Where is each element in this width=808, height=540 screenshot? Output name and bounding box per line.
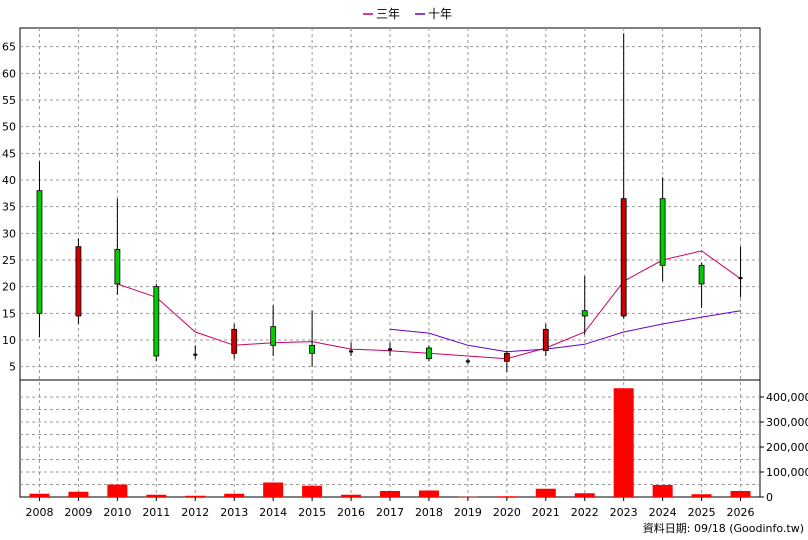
volume-bar <box>730 491 751 497</box>
series-line <box>389 310 741 353</box>
price-tick-label: 35 <box>2 201 16 214</box>
candle-body <box>659 198 666 266</box>
candle-body <box>270 326 277 346</box>
volume-bar <box>613 388 634 497</box>
price-tick-label: 40 <box>2 174 16 187</box>
year-tick-label: 2024 <box>649 506 677 519</box>
year-tick-label: 2009 <box>64 506 92 519</box>
volume-bar <box>302 485 323 497</box>
year-tick-label: 2020 <box>493 506 521 519</box>
candle-body <box>75 246 82 317</box>
volume-bar <box>691 494 712 497</box>
year-tick-label: 2011 <box>142 506 170 519</box>
candle-body <box>738 277 743 280</box>
candle-body <box>36 190 43 314</box>
candle-body <box>193 353 198 356</box>
year-tick-label: 2021 <box>532 506 560 519</box>
volume-bar <box>185 495 206 497</box>
volume-tick-label: 200,000 <box>766 441 808 454</box>
volume-tick-label: 0 <box>766 491 773 504</box>
price-tick-label: 65 <box>2 41 16 54</box>
candle-body <box>503 352 510 362</box>
volume-bar <box>29 493 50 497</box>
volume-bar <box>341 494 362 497</box>
volume-bar <box>146 494 167 497</box>
price-tick-label: 25 <box>2 254 16 267</box>
volume-bar <box>107 484 128 497</box>
candle-body <box>426 347 432 360</box>
year-tick-label: 2016 <box>337 506 365 519</box>
year-tick-label: 2012 <box>181 506 209 519</box>
year-tick-label: 2015 <box>298 506 326 519</box>
year-tick-label: 2018 <box>415 506 443 519</box>
year-tick-label: 2026 <box>727 506 755 519</box>
legend-label: 十年 <box>428 7 452 21</box>
year-tick-label: 2008 <box>25 506 53 519</box>
price-tick-label: 20 <box>2 281 16 294</box>
volume-bar <box>535 488 556 497</box>
candle-body <box>465 360 470 363</box>
volume-bar <box>380 491 400 497</box>
price-tick-label: 60 <box>2 67 16 80</box>
candle-body <box>698 264 705 285</box>
price-tick-label: 30 <box>2 227 16 240</box>
price-tick-label: 5 <box>9 361 16 374</box>
price-tick-label: 45 <box>2 147 16 160</box>
volume-bars <box>29 388 751 498</box>
legend-label: 三年 <box>376 7 400 21</box>
candlesticks <box>36 33 743 372</box>
axes: 51015202530354045505560650100,000200,000… <box>2 41 808 519</box>
year-tick-label: 2023 <box>610 506 638 519</box>
candle-body <box>349 350 354 353</box>
year-tick-label: 2017 <box>376 506 404 519</box>
price-tick-label: 50 <box>2 121 16 134</box>
data-date-note: 資料日期: 09/18 (Goodinfo.tw) <box>643 521 804 535</box>
volume-bar <box>496 496 517 497</box>
volume-bar <box>652 485 673 497</box>
volume-bar <box>574 493 595 497</box>
candle-body <box>620 198 627 317</box>
candle-body <box>581 310 588 317</box>
candle-body <box>114 248 121 285</box>
candle-body <box>388 348 392 351</box>
year-tick-label: 2010 <box>103 506 131 519</box>
price-tick-label: 55 <box>2 94 16 107</box>
volume-bar <box>263 482 284 497</box>
volume-bar <box>68 491 89 497</box>
volume-tick-label: 300,000 <box>766 416 808 429</box>
price-tick-label: 10 <box>2 334 16 347</box>
year-tick-label: 2022 <box>571 506 599 519</box>
candle-body <box>153 286 160 357</box>
volume-tick-label: 100,000 <box>766 466 808 479</box>
year-tick-label: 2014 <box>259 506 287 519</box>
volume-tick-label: 400,000 <box>766 391 808 404</box>
year-tick-label: 2019 <box>454 506 482 519</box>
candle-body <box>309 344 316 354</box>
volume-bar <box>224 493 245 497</box>
year-tick-label: 2025 <box>688 506 716 519</box>
volume-bar <box>418 490 439 497</box>
price-tick-label: 15 <box>2 307 16 320</box>
candle-body <box>231 328 238 354</box>
legend: 三年 十年 <box>363 7 452 21</box>
year-tick-label: 2013 <box>220 506 248 519</box>
candle-body <box>542 328 549 352</box>
